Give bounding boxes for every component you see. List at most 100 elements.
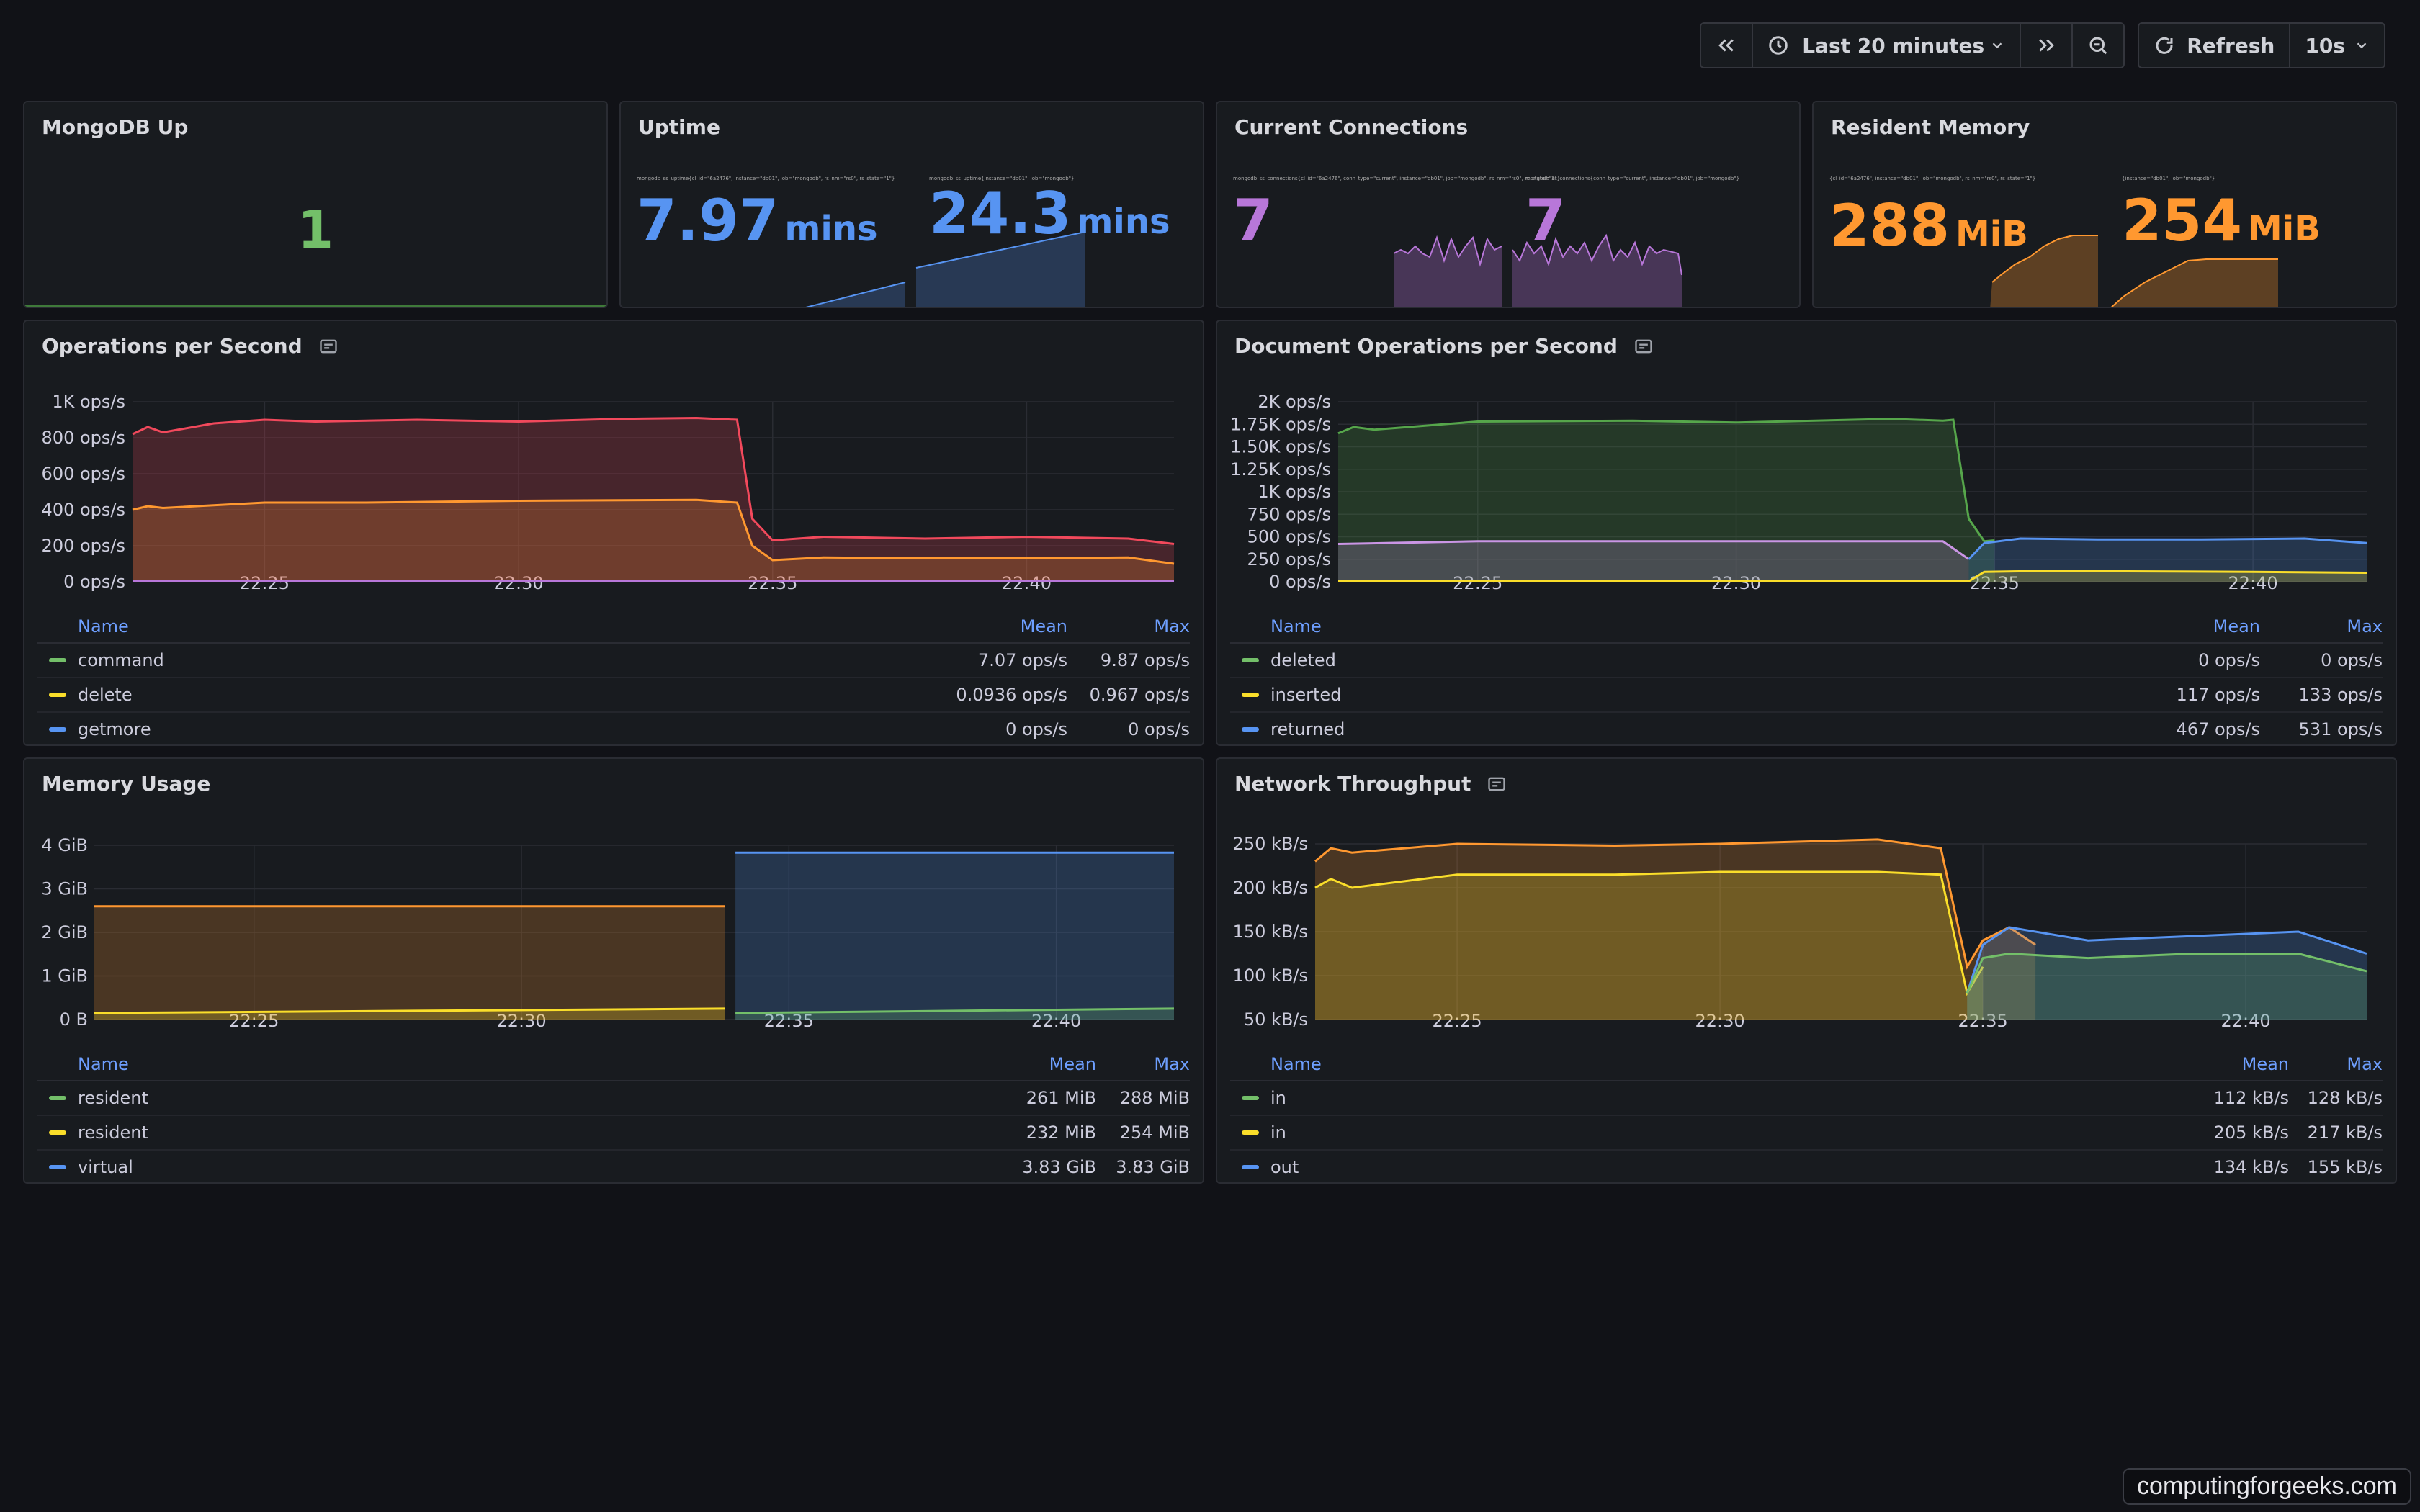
legend-col-name[interactable]: Name [1270, 616, 1322, 636]
uptime-unit-2: mins [1077, 202, 1170, 242]
series-label: {instance="db01", job="mongodb"} [2122, 176, 2215, 181]
series-swatch [49, 693, 66, 697]
y-tick-label: 1.25K ops/s [1230, 459, 1331, 480]
legend-row[interactable]: in 112 kB/s 128 kB/s [1230, 1081, 2383, 1116]
series-label: mongodb_ss_connections{conn_type="curren… [1525, 176, 1740, 181]
y-tick-label: 250 kB/s [1233, 834, 1308, 854]
y-tick-label: 200 kB/s [1233, 878, 1308, 898]
legend-col-max[interactable]: Max [1154, 616, 1190, 636]
legend-col-name[interactable]: Name [1270, 1054, 1322, 1074]
series-swatch [49, 1130, 66, 1135]
legend-row[interactable]: returned 467 ops/s 531 ops/s [1230, 713, 2383, 744]
legend-row[interactable]: resident 232 MiB 254 MiB [37, 1116, 1190, 1151]
legend-row[interactable]: delete 0.0936 ops/s 0.967 ops/s [37, 678, 1190, 713]
series-mean: 467 ops/s [2176, 719, 2260, 739]
y-tick-label: 4 GiB [41, 835, 88, 855]
resident-memory-panel[interactable]: Resident Memory {cl_id="6a2476", instanc… [1812, 101, 2397, 308]
uptime-spark-1-line [805, 282, 906, 307]
legend-header: Name Mean Max [37, 611, 1190, 644]
mongodb-up-panel[interactable]: MongoDB Up 1 [23, 101, 608, 308]
series-area [94, 906, 725, 1020]
legend-row[interactable]: getmore 0 ops/s 0 ops/s [37, 713, 1190, 744]
legend-col-name[interactable]: Name [78, 1054, 129, 1074]
shift-forward-button[interactable] [2021, 24, 2074, 67]
time-picker-button[interactable]: Last 20 minutes [1753, 24, 2022, 67]
network-chart: 50 kB/s 100 kB/s 150 kB/s 200 kB/s 250 kB/s 2… [1233, 834, 2367, 1031]
y-tick-label: 2 GiB [41, 922, 88, 942]
legend-col-mean[interactable]: Mean [2241, 1054, 2289, 1074]
legend-row[interactable]: deleted 0 ops/s 0 ops/s [1230, 644, 2383, 678]
resident-memory-sparkline [1990, 235, 2278, 307]
time-toolbar: Last 20 minutes Refresh 10s [1700, 22, 2385, 68]
series-swatch [49, 727, 66, 732]
uptime-unit-1: mins [784, 209, 878, 249]
y-tick-label: 600 ops/s [42, 464, 125, 484]
series-name: delete [78, 685, 133, 705]
series-name: resident [78, 1122, 148, 1143]
y-tick-label: 50 kB/s [1244, 1009, 1308, 1030]
legend-col-mean[interactable]: Mean [1049, 1054, 1096, 1074]
y-tick-label: 2K ops/s [1258, 392, 1331, 412]
legend-col-max[interactable]: Max [1154, 1054, 1190, 1074]
uptime-number-2: 24.3 [929, 180, 1072, 247]
y-tick-label: 0 B [60, 1009, 88, 1030]
series-name: in [1270, 1088, 1286, 1108]
series-swatch [49, 658, 66, 662]
mongodb-up-baseline [24, 305, 606, 307]
memory-usage-panel[interactable]: Memory Usage 0 B 1 GiB 2 GiB 3 GiB 4 GiB 22:2… [23, 757, 1204, 1184]
legend-col-max[interactable]: Max [2347, 1054, 2383, 1074]
uptime-panel[interactable]: Uptime mongodb_ss_uptime{cl_id="6a2476",… [619, 101, 1204, 308]
legend-header: Name Mean Max [1230, 1048, 2383, 1081]
ops-per-second-panel[interactable]: Operations per Second 0 ops/s 200 ops/s 40… [23, 320, 1204, 746]
y-tick-label: 800 ops/s [42, 428, 125, 448]
legend-row[interactable]: virtual 3.83 GiB 3.83 GiB [37, 1151, 1190, 1182]
y-tick-label: 150 kB/s [1233, 922, 1308, 942]
panel-title: Operations per Second [42, 334, 339, 358]
panel-title-text: Memory Usage [42, 772, 211, 796]
connections-panel[interactable]: Current Connections mongodb_ss_connectio… [1216, 101, 1801, 308]
legend-row[interactable]: resident 261 MiB 288 MiB [37, 1081, 1190, 1116]
x-tick-label: 22:30 [1695, 1011, 1745, 1031]
y-tick-label: 400 ops/s [42, 500, 125, 520]
legend-row[interactable]: inserted 117 ops/s 133 ops/s [1230, 678, 2383, 713]
network-throughput-panel[interactable]: Network Throughput 50 kB/s 100 kB/s 150 kB… [1216, 757, 2397, 1184]
series-line [1966, 926, 2367, 994]
chevrons-right-icon [2039, 39, 2055, 52]
series-swatch [1242, 1096, 1259, 1100]
legend-col-mean[interactable]: Mean [1020, 616, 1067, 636]
legend-row[interactable]: in 205 kB/s 217 kB/s [1230, 1116, 2383, 1151]
legend-row[interactable]: out 134 kB/s 155 kB/s [1230, 1151, 2383, 1182]
connections-value-1: 7 [1233, 187, 1273, 254]
series-line [1966, 952, 2367, 994]
x-tick-label: 22:25 [1433, 1011, 1482, 1031]
y-tick-label: 1K ops/s [1258, 482, 1331, 502]
shift-back-button[interactable] [1701, 24, 1754, 67]
zoom-out-button[interactable] [2073, 24, 2123, 67]
refresh-interval-picker[interactable]: 10s [2290, 24, 2384, 67]
panel-info-icon[interactable] [1634, 336, 1654, 356]
series-name: command [78, 650, 164, 670]
y-tick-label: 250 ops/s [1247, 549, 1331, 570]
document-ops-panel[interactable]: Document Operations per Second 0 ops/s 25… [1216, 320, 2397, 746]
series-swatch [49, 1165, 66, 1169]
legend-col-name[interactable]: Name [78, 616, 129, 636]
x-tick-label: 22:35 [764, 1011, 814, 1031]
series-line [132, 416, 1175, 545]
legend-row[interactable]: command 7.07 ops/s 9.87 ops/s [37, 644, 1190, 678]
refresh-button[interactable]: Refresh [2139, 24, 2291, 67]
panel-info-icon[interactable] [1487, 774, 1507, 794]
y-tick-label: 1K ops/s [52, 392, 125, 412]
series-max: 3.83 GiB [1116, 1157, 1190, 1177]
panel-title: Network Throughput [1234, 772, 1507, 796]
refresh-icon [2156, 37, 2173, 54]
panel-info-icon[interactable] [318, 336, 339, 356]
series-line [1337, 418, 1995, 543]
series-swatch [1242, 658, 1259, 662]
series-label: mongodb_ss_uptime{cl_id="6a2476", instan… [637, 176, 895, 181]
series-mean: 0.0936 ops/s [956, 685, 1067, 705]
legend-col-mean[interactable]: Mean [2213, 616, 2260, 636]
connections-spark-2-line [1512, 233, 1682, 276]
series-label: mongodb_ss_connections{cl_id="6a2476", c… [1233, 176, 1561, 181]
panel-title: MongoDB Up [42, 115, 189, 139]
legend-col-max[interactable]: Max [2347, 616, 2383, 636]
